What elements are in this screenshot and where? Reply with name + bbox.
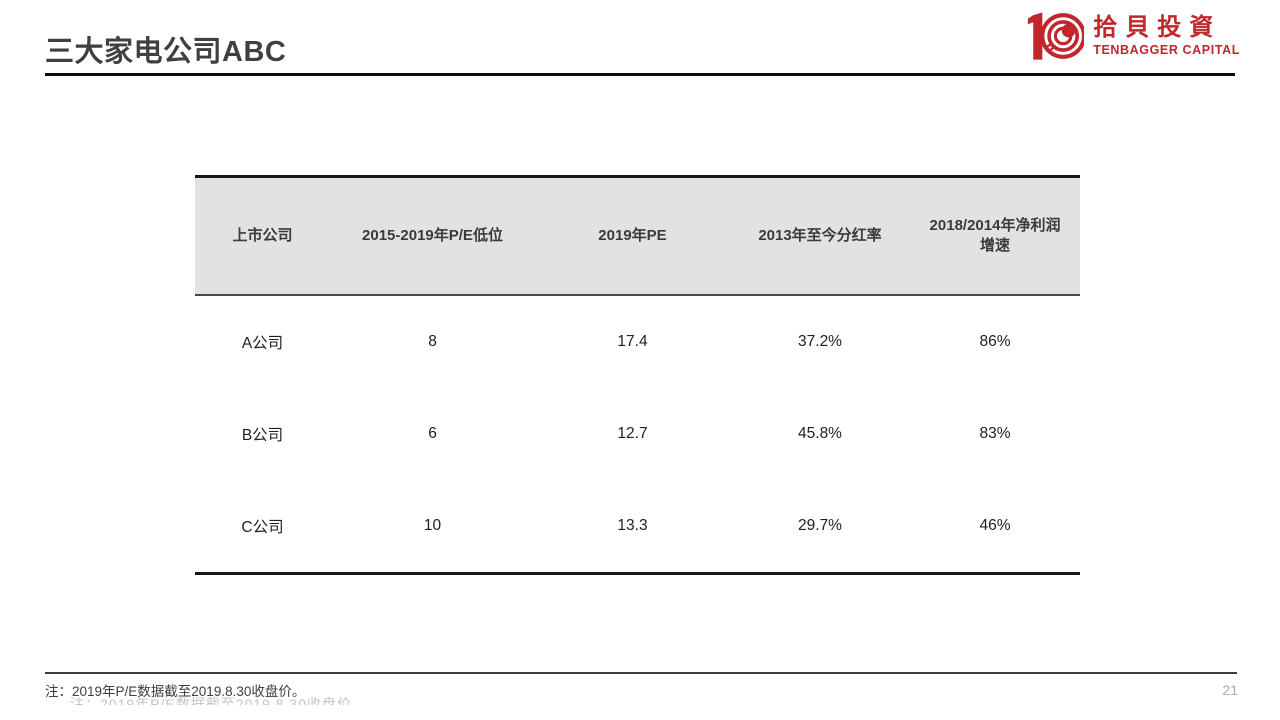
logo-digit-one bbox=[1028, 12, 1043, 60]
cell-dividend-rate: 45.8% bbox=[798, 425, 842, 442]
cell-company: A公司 bbox=[241, 334, 284, 352]
table-row: A公司 8 17.4 37.2% 86% bbox=[195, 294, 1080, 388]
cell-pe-low: 6 bbox=[428, 425, 437, 442]
table-header-row: 上市公司 2015-2019年P/E低位 2019年PE 2013年至今分红率 … bbox=[195, 176, 1080, 296]
tenbagger-logo-icon bbox=[1028, 12, 1085, 60]
cell-pe-2019: 12.7 bbox=[617, 425, 648, 442]
cell-pe-low: 10 bbox=[423, 517, 442, 535]
companies-comparison-table: 上市公司 2015-2019年P/E低位 2019年PE 2013年至今分红率 … bbox=[195, 175, 1080, 575]
cell-profit-growth: 46% bbox=[979, 517, 1011, 535]
cell-pe-low: 8 bbox=[428, 332, 437, 350]
cell-dividend-rate: 37.2% bbox=[798, 332, 842, 350]
cell-pe-2019: 13.3 bbox=[617, 517, 648, 535]
footnote: 注：2019年P/E数据截至2019.8.30收盘价。 bbox=[45, 684, 306, 699]
column-header-profit-growth: 2018/2014年净利润增速 bbox=[910, 176, 1080, 296]
page-title: 三大家电公司ABC bbox=[45, 36, 287, 68]
cell-profit-growth: 86% bbox=[979, 332, 1011, 350]
logo-name-chinese: 拾貝投資 bbox=[1093, 13, 1222, 41]
column-header-pe-2019: 2019年PE bbox=[535, 176, 730, 296]
footer-divider bbox=[45, 672, 1237, 674]
table-row: B公司 6 12.7 45.8% 83% bbox=[195, 387, 1080, 481]
column-header-company: 上市公司 bbox=[195, 176, 330, 296]
title-underline bbox=[45, 73, 1235, 76]
clipped-ghost-footnote: 注：2019年P/E数据截至2019.8.30收盘价。 bbox=[70, 697, 367, 705]
table-row: C公司 10 13.3 29.7% 46% bbox=[195, 480, 1080, 574]
column-header-pe-low: 2015-2019年P/E低位 bbox=[330, 176, 535, 296]
company-logo: 拾貝投資 TENBAGGER CAPITAL bbox=[1026, 11, 1240, 61]
logo-name-english: TENBAGGER CAPITAL bbox=[1093, 42, 1240, 57]
column-header-dividend-rate: 2013年至今分红率 bbox=[730, 176, 910, 296]
cell-dividend-rate: 29.7% bbox=[798, 517, 842, 535]
cell-company: C公司 bbox=[241, 519, 284, 537]
cell-profit-growth: 83% bbox=[979, 425, 1011, 442]
cell-pe-2019: 17.4 bbox=[617, 332, 648, 350]
logo-wordmark: 拾貝投資 TENBAGGER CAPITAL bbox=[1093, 13, 1240, 58]
cell-company: B公司 bbox=[241, 427, 284, 444]
page-number: 21 bbox=[1222, 682, 1238, 698]
logo-dot bbox=[1062, 23, 1076, 38]
